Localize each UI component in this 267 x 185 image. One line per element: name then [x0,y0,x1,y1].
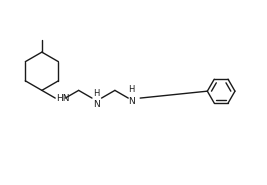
Text: H: H [93,89,99,98]
Text: N: N [128,97,135,106]
Text: N: N [93,100,100,109]
Text: HN: HN [56,94,70,103]
Text: H: H [128,85,135,94]
